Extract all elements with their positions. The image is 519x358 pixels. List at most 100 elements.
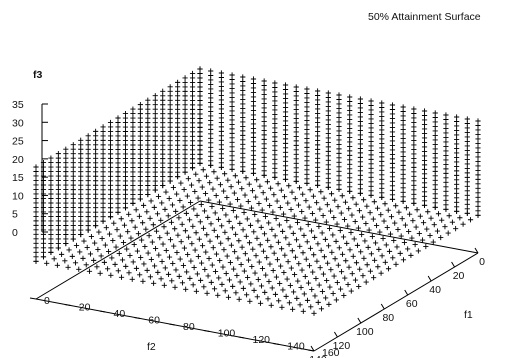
wall-f2zero-point [389,102,396,108]
floor-point [276,298,282,304]
wall-f2zero-point [293,156,299,162]
wall-f1zero-point [100,196,106,202]
wall-f2zero-point [379,122,385,129]
wall-f1zero-point [100,205,106,211]
floor-point [275,181,281,187]
wall-f2zero-point [336,182,342,188]
wall-f1zero-point [40,168,47,175]
wall-f1zero-point [145,137,151,144]
floor-point [246,240,253,246]
floor-point [129,276,135,282]
wall-f1zero-point [85,223,91,229]
floor-point [338,210,344,216]
wall-f2zero-point [389,183,396,189]
floor-point [308,304,314,310]
floor-point [358,249,364,255]
wall-f2zero-point [443,125,449,132]
wall-f1zero-point [100,151,106,157]
floor-point [211,286,218,292]
wall-f1zero-point [33,200,39,206]
wall-f1zero-point [63,169,69,175]
f2-tick-label: 40 [429,284,441,296]
floor-point [119,257,126,263]
wall-f1zero-point [100,178,106,184]
wall-f1zero-point [48,155,54,161]
wall-f2zero-point [357,172,363,178]
wall-f1zero-point [160,178,166,184]
wall-f1zero-point [115,187,121,193]
floor-point [247,298,253,304]
wall-f1zero-point [175,169,181,175]
wall-f2zero-point [400,144,406,151]
wall-f1zero-point [93,137,99,143]
floor-point [227,201,233,207]
wall-f1zero-point [122,124,129,130]
wall-f2zero-point [325,90,331,96]
wall-f1zero-point [130,164,136,171]
wall-f2zero-point [293,129,299,135]
wall-f1zero-point [122,196,129,202]
floor-point [345,281,351,288]
wall-f1zero-point [107,196,114,202]
floor-point [85,227,91,233]
floor-point [328,267,334,273]
floor-point [233,290,239,296]
floor-point [264,255,270,261]
wall-f2zero-point [443,139,449,145]
f2-tick-label: 0 [479,256,485,268]
wall-f2zero-point [304,117,310,124]
floor-point [263,196,270,202]
floor-point [352,218,358,225]
floor-point [163,247,169,254]
f1-tick-label: 160 [322,347,340,358]
wall-f2zero-point [315,110,321,117]
wall-f2zero-point [400,167,406,173]
floor-point [166,254,173,260]
wall-f1zero-point [145,178,151,184]
wall-f2zero-point [411,164,417,170]
wall-f2zero-point [282,163,289,169]
wall-f1zero-point [160,88,166,94]
wall-f1zero-point [93,142,99,148]
wall-f2zero-point [272,125,278,131]
floor-point [236,296,242,302]
wall-f2zero-point [454,168,460,174]
wall-f2zero-point [229,135,235,141]
floor-point [118,274,125,280]
floor-point [212,268,219,275]
wall-f1zero-point [107,173,114,179]
wall-f1zero-point [160,169,166,175]
wall-f2zero-point [454,141,460,147]
wall-f2zero-point [315,119,321,126]
wall-f2zero-point [347,130,353,136]
wall-f1zero-point [48,182,54,188]
wall-f2zero-point [432,195,438,201]
wall-f2zero-point [240,96,246,103]
wall-f2zero-point [368,138,374,145]
wall-f1zero-point [115,142,121,148]
wall-f1zero-point [40,213,47,220]
wall-f1zero-point [107,209,114,215]
wall-f1zero-point [85,178,91,184]
wall-f1zero-point [70,227,76,233]
floor-point [91,257,97,263]
floor-point [315,299,321,305]
wall-f2zero-point [421,121,428,128]
wall-f1zero-point [160,129,166,135]
wall-f2zero-point [336,173,342,179]
floor-point [40,254,47,260]
wall-f1zero-point [78,213,84,220]
wall-f2zero-point [325,144,331,150]
floor-point [360,214,366,220]
floor-point [227,259,234,266]
wall-f1zero-point [33,222,39,228]
floor-point [158,276,164,282]
wall-f1zero-point [33,164,39,170]
wall-f1zero-point [55,177,61,184]
wall-f2zero-point [357,114,363,120]
floor-point [371,275,377,281]
wall-f1zero-point [48,195,54,202]
floor-point [115,209,121,215]
wall-f1zero-point [137,155,143,162]
floor-point [169,202,176,208]
